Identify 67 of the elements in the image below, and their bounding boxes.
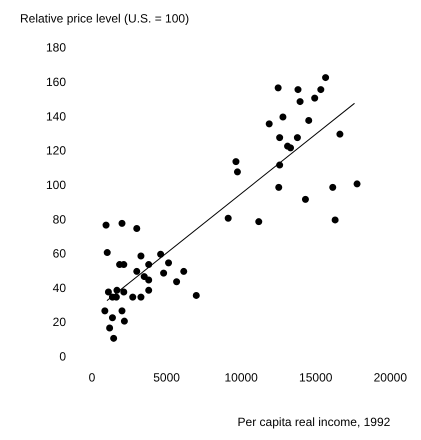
point xyxy=(106,324,114,332)
y-tick-label: 60 xyxy=(52,246,66,261)
point xyxy=(120,288,128,296)
y-tick-label: 140 xyxy=(46,109,66,124)
x-tick-label: 15000 xyxy=(299,370,333,385)
point xyxy=(133,225,140,232)
point xyxy=(180,268,188,275)
point xyxy=(157,250,164,258)
point xyxy=(165,259,172,266)
point xyxy=(276,134,284,142)
point xyxy=(192,292,200,299)
point xyxy=(294,86,302,94)
y-tick-label: 80 xyxy=(52,212,66,226)
point xyxy=(160,270,168,277)
point xyxy=(276,162,284,169)
point xyxy=(234,168,241,176)
point xyxy=(137,294,144,301)
point xyxy=(311,94,318,102)
point xyxy=(302,196,309,203)
point xyxy=(118,220,126,227)
point xyxy=(110,334,118,342)
point xyxy=(329,184,336,191)
point xyxy=(305,116,312,124)
point xyxy=(118,307,126,314)
point xyxy=(255,218,262,226)
point xyxy=(322,74,330,82)
y-tick-label: 20 xyxy=(52,315,66,330)
point xyxy=(104,288,112,296)
x-tick-label: 20000 xyxy=(374,370,408,385)
point xyxy=(296,98,304,106)
y-tick-label: 160 xyxy=(46,75,66,90)
point xyxy=(317,86,324,94)
point xyxy=(266,120,273,128)
x-tick-label: 5000 xyxy=(153,370,180,385)
point xyxy=(145,286,152,294)
point xyxy=(137,252,144,260)
point xyxy=(104,249,111,256)
point xyxy=(145,276,152,284)
point xyxy=(354,180,361,188)
point xyxy=(133,268,140,275)
y-tick-label: 120 xyxy=(46,144,66,158)
y-tick-label: 100 xyxy=(46,178,66,192)
point xyxy=(102,222,110,229)
y-axis-title: Relative price level (U.S. = 100) xyxy=(20,12,190,26)
point xyxy=(274,84,282,92)
point xyxy=(287,144,294,152)
point xyxy=(140,273,148,280)
point xyxy=(108,314,116,322)
x-tick-label: 10000 xyxy=(224,370,258,385)
point xyxy=(129,294,136,301)
point xyxy=(279,114,286,121)
point xyxy=(336,130,344,138)
point xyxy=(232,158,240,166)
x-axis-title: Per capita real income, 1992 xyxy=(238,415,391,430)
y-tick-label: 0 xyxy=(59,350,66,364)
point xyxy=(113,286,120,294)
y-tick-label: 40 xyxy=(52,280,66,295)
point xyxy=(224,214,232,222)
x-tick-label: 0 xyxy=(88,370,96,385)
point xyxy=(173,278,180,286)
point xyxy=(275,184,282,191)
point xyxy=(145,261,152,268)
y-tick-label: 180 xyxy=(46,40,66,55)
point xyxy=(332,216,339,224)
point xyxy=(120,318,128,325)
point xyxy=(101,307,108,314)
point xyxy=(294,134,301,142)
